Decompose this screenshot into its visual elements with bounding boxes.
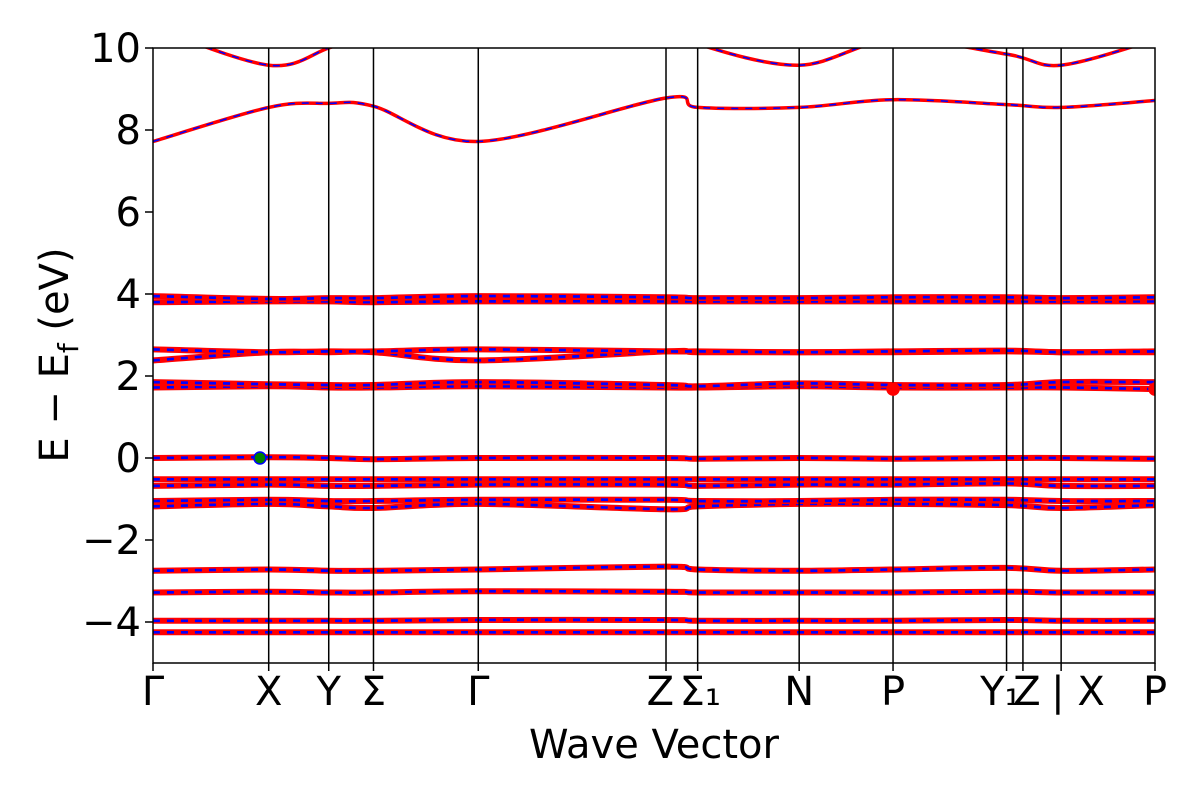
y-tick-label: 0 bbox=[116, 436, 141, 482]
markers-layer bbox=[253, 382, 1155, 465]
band-2-spin-up bbox=[153, 616, 1155, 624]
x-tick-label: Z bbox=[647, 669, 674, 715]
x-tick-label: P bbox=[881, 669, 905, 715]
x-tick-label: Z bbox=[1013, 669, 1040, 715]
x-tick-label: | X bbox=[1051, 669, 1105, 715]
band-7-spin-up bbox=[153, 480, 1155, 490]
band-6-spin-down bbox=[153, 498, 1155, 503]
x-axis-label: Wave Vector bbox=[529, 722, 780, 768]
x-tick-label: P bbox=[1143, 669, 1167, 715]
band-9-spin-up bbox=[153, 454, 1155, 463]
bands-layer bbox=[153, 48, 1155, 636]
band-5-spin-up bbox=[153, 500, 1155, 513]
x-tick-label: N bbox=[784, 669, 814, 715]
y-tick-label: −4 bbox=[82, 600, 141, 646]
y-axis-label-subscript: f bbox=[52, 342, 85, 353]
y-axis-ticks: −4 −2 0 2 4 6 8 10 bbox=[82, 26, 153, 646]
y-axis-label-main: E − E bbox=[32, 353, 78, 463]
band-2-spin-down bbox=[153, 618, 1155, 623]
y-tick-label: 2 bbox=[116, 354, 141, 400]
x-tick-label: Y₁ bbox=[979, 669, 1020, 715]
x-tick-label: Γ bbox=[142, 669, 165, 715]
band-15-spin-up bbox=[153, 293, 1155, 302]
band-9-spin-down bbox=[153, 455, 1155, 461]
band-13-spin-up bbox=[153, 346, 1155, 356]
band-11-spin-up bbox=[153, 378, 1155, 390]
band-15-spin-down bbox=[153, 294, 1155, 301]
y-axis-label: E − Ef (eV) bbox=[32, 247, 85, 462]
x-tick-label: Σ₁ bbox=[680, 669, 721, 715]
y-tick-label: 10 bbox=[90, 26, 141, 72]
x-tick-label: Σ bbox=[361, 669, 386, 715]
band-14-spin-down bbox=[153, 299, 1155, 304]
x-tick-label: Y bbox=[316, 669, 342, 715]
band-17-spin-up bbox=[203, 48, 1135, 68]
y-tick-label: −2 bbox=[82, 518, 141, 564]
y-tick-label: 8 bbox=[116, 108, 141, 154]
x-tick-label: Γ bbox=[467, 669, 490, 715]
band-16-spin-down bbox=[153, 95, 1155, 143]
band-11-spin-down bbox=[153, 380, 1155, 388]
band-3-spin-down bbox=[153, 589, 1155, 594]
y-axis-label-unit-space bbox=[32, 331, 78, 344]
y-tick-label: 6 bbox=[116, 190, 141, 236]
band-3-spin-up bbox=[153, 588, 1155, 596]
band-7-spin-down bbox=[153, 482, 1155, 488]
band-4-spin-up bbox=[153, 563, 1155, 574]
x-tick-label: X bbox=[255, 669, 282, 715]
y-axis-label-unit: (eV) bbox=[32, 247, 78, 330]
kpoint-vlines bbox=[267, 48, 1062, 663]
point-marker-3 bbox=[1148, 382, 1155, 396]
y-tick-label: 4 bbox=[116, 272, 141, 318]
point-marker-2 bbox=[886, 382, 900, 396]
plot-frame bbox=[152, 47, 1156, 664]
band-13-spin-down bbox=[153, 348, 1155, 354]
band-6-spin-up bbox=[153, 496, 1155, 505]
point-marker-1 bbox=[253, 451, 267, 465]
